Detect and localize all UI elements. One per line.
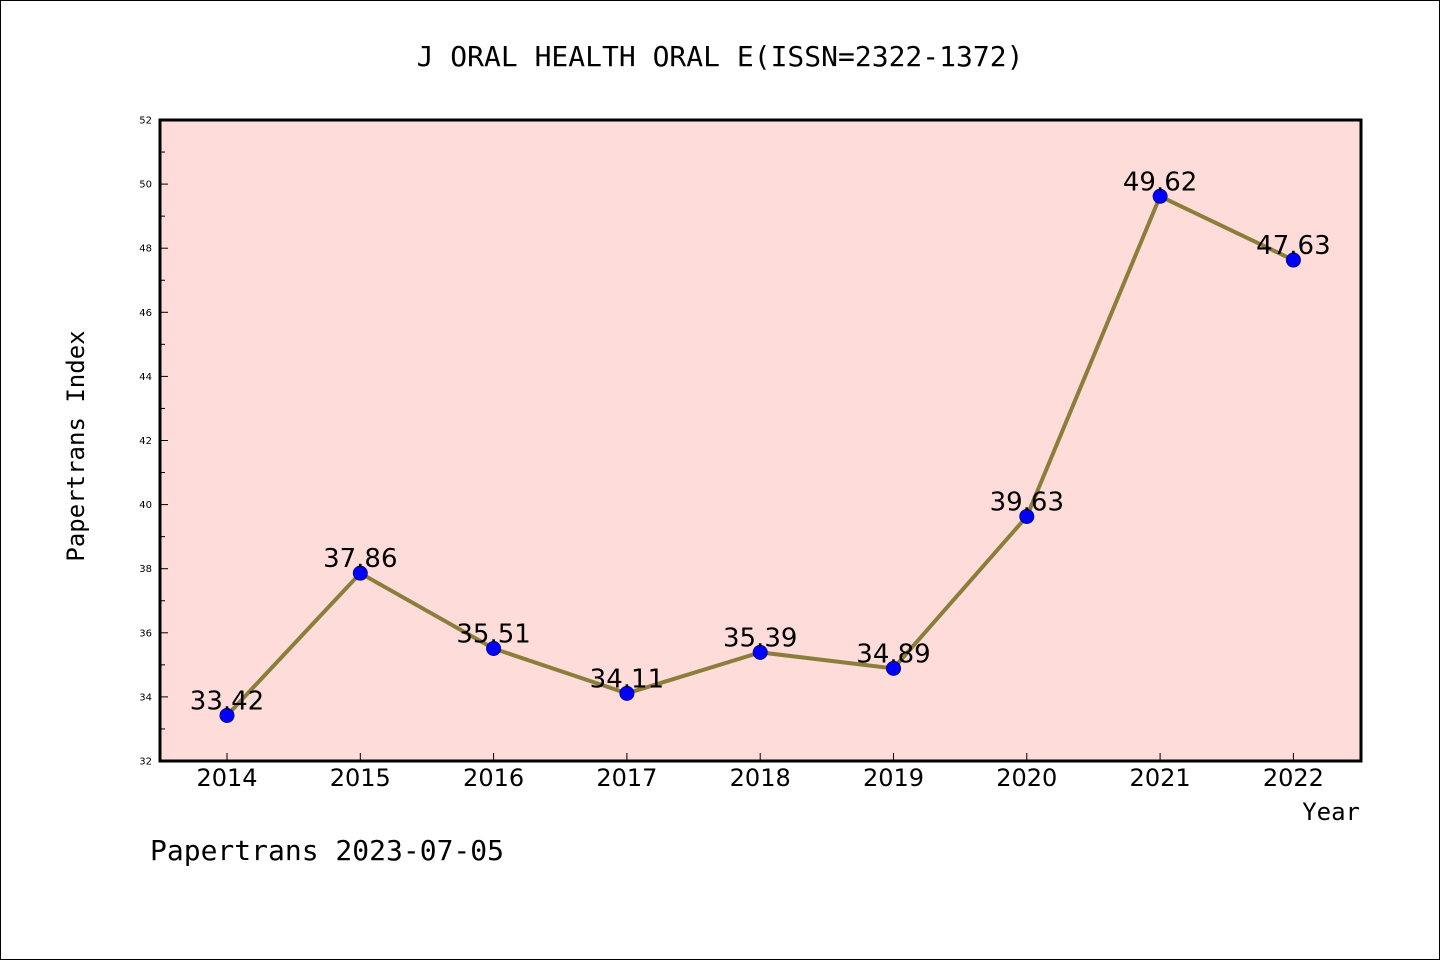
y-axis-label: Papertrans Index	[62, 330, 90, 561]
x-tick-label: 2021	[1130, 764, 1191, 792]
data-point-marker	[1019, 508, 1035, 524]
x-tick-label: 2017	[596, 764, 657, 792]
data-point-marker	[619, 685, 635, 701]
y-tick-label: 48	[139, 244, 152, 255]
x-tick-label: 2022	[1263, 764, 1324, 792]
data-point-marker	[219, 707, 235, 723]
x-axis-label: Year	[1302, 798, 1360, 826]
y-tick-label: 32	[139, 757, 152, 768]
y-tick-label: 34	[139, 692, 152, 703]
y-tick-label: 36	[139, 628, 152, 639]
data-point-marker	[486, 641, 502, 657]
x-tick-label: 2015	[330, 764, 391, 792]
x-tick-label: 2018	[730, 764, 791, 792]
series-markers	[219, 188, 1301, 723]
y-tick-label: 46	[139, 308, 152, 319]
x-tick-label: 2014	[196, 764, 257, 792]
y-tick-label: 42	[139, 436, 152, 447]
y-tick-label: 44	[139, 372, 152, 383]
chart-title: J ORAL HEALTH ORAL E(ISSN=2322-1372)	[417, 40, 1024, 73]
y-tick-label: 50	[139, 180, 152, 191]
y-tick-label: 52	[139, 116, 152, 127]
data-point-marker	[352, 565, 368, 581]
x-tick-label: 2020	[996, 764, 1057, 792]
x-axis-ticks: 2014 2015 2016 2017 2018 2019 2020 2021 2022	[196, 753, 1324, 792]
data-label: 37.86	[323, 544, 397, 574]
data-label: 49.62	[1123, 167, 1197, 197]
plot-border	[158, 118, 1363, 763]
data-labels: 33.42 37.86 35.51 34.11 35.39 34.89 39.63 49.62…	[190, 167, 1331, 716]
plot-area	[160, 120, 1361, 761]
data-point-marker	[1152, 188, 1168, 204]
data-label: 39.63	[990, 487, 1064, 517]
data-label: 47.63	[1256, 231, 1330, 261]
data-label: 33.42	[190, 686, 264, 716]
y-tick-label: 40	[139, 500, 152, 511]
y-tick-label: 38	[139, 564, 152, 575]
data-label: 34.11	[590, 664, 664, 694]
footer-credit: Papertrans 2023-07-05	[150, 834, 505, 867]
x-tick-label: 2016	[463, 764, 524, 792]
data-label: 35.39	[723, 623, 797, 653]
data-point-marker	[1285, 252, 1301, 268]
x-tick-label: 2019	[863, 764, 924, 792]
data-point-marker	[752, 644, 768, 660]
data-label: 34.89	[856, 639, 930, 669]
data-label: 35.51	[456, 620, 530, 650]
data-point-marker	[886, 660, 901, 676]
